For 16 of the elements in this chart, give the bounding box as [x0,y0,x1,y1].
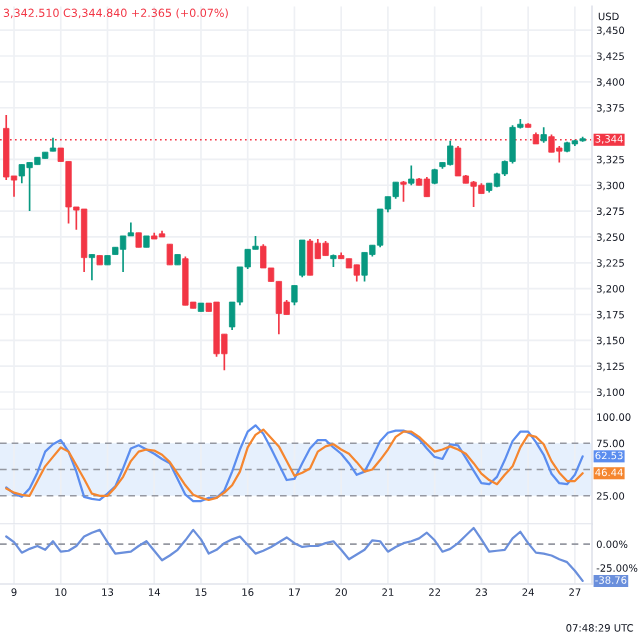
candlestick [213,301,220,358]
candlestick [408,164,415,187]
candlestick [400,180,407,203]
candlestick [49,136,57,152]
candlestick [182,255,189,307]
candlestick [26,161,33,212]
candlestick [166,243,173,266]
candlestick [158,229,166,238]
candlestick [96,254,103,266]
line-series [5,526,584,583]
candlestick [361,251,368,283]
candlestick [571,138,579,147]
candlestick [524,122,532,129]
candlestick [291,284,298,307]
candlestick [470,180,477,208]
candlestick [151,231,158,240]
